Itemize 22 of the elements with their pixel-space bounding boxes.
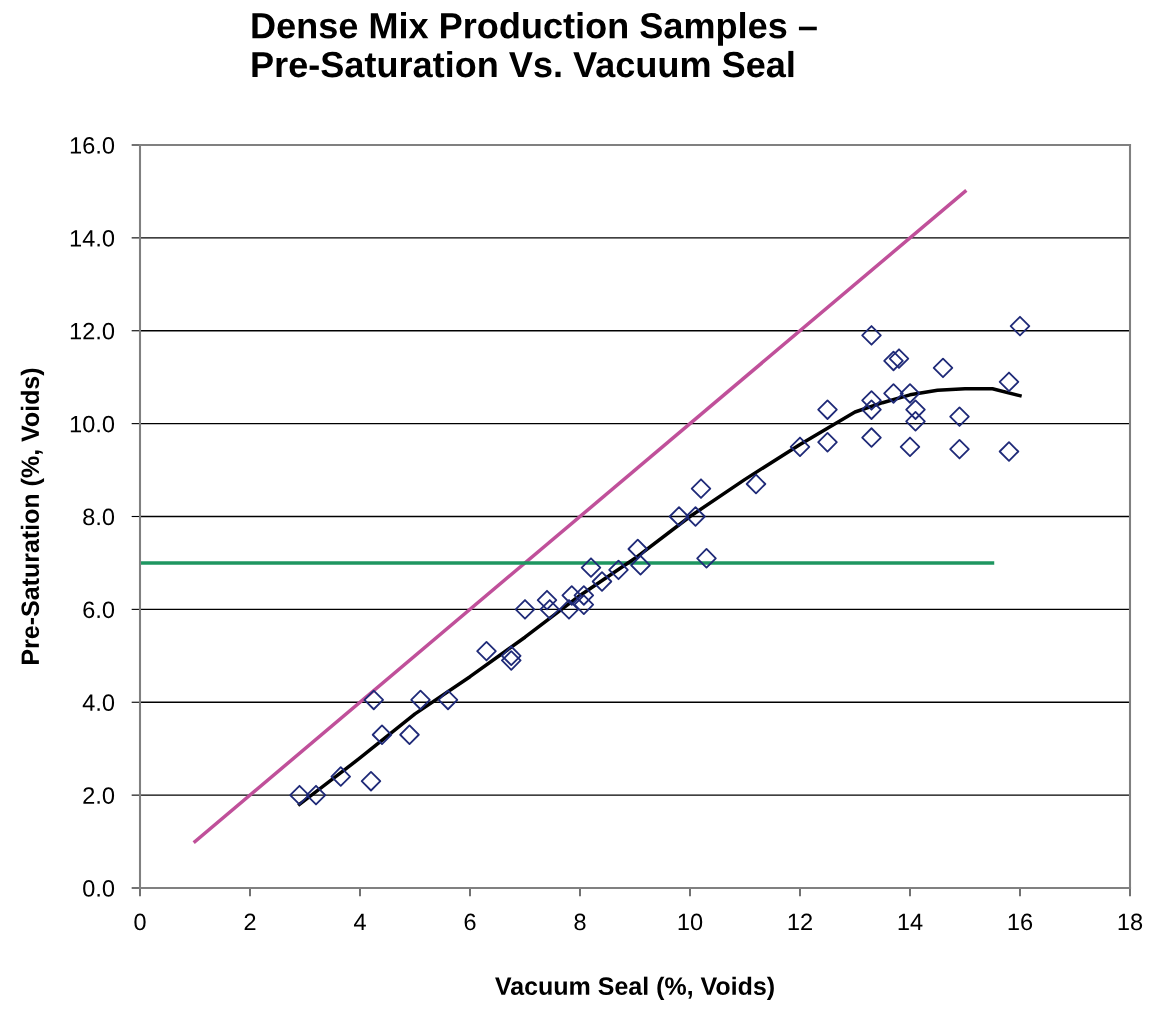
y-tick-label: 16.0 <box>70 137 115 154</box>
y-tick-label: 8.0 <box>83 508 115 526</box>
y-tick-label: 4.0 <box>82 694 115 712</box>
y-tick-label: 6.0 <box>83 601 115 619</box>
x-tick-label: 4 <box>353 913 366 931</box>
x-tick-label: 2 <box>244 913 256 931</box>
y-tick-label: 0.0 <box>83 880 115 897</box>
y-axis-title: Pre-Saturation (%, Voids) <box>20 368 45 664</box>
y-tick-label: 2.0 <box>83 787 115 804</box>
x-tick-label: 10 <box>678 913 703 931</box>
chart-title: Dense Mix Production Samples – Pre-Saturation Vs. Vacuum Seal <box>252 12 817 78</box>
x-tick-label: 12 <box>788 913 812 931</box>
x-tick-label: 18 <box>1118 913 1143 931</box>
x-tick-label: 6 <box>464 913 476 931</box>
y-tick-label: 10.0 <box>70 415 115 433</box>
x-axis-title: Vacuum Seal (%, Voids) <box>495 976 774 1000</box>
y-tick-label: 12.0 <box>70 322 115 340</box>
x-tick-label: 14 <box>898 913 923 931</box>
x-tick-label: 0 <box>134 913 146 931</box>
y-tick-label: 14.0 <box>70 229 115 247</box>
x-tick-label: 16 <box>1008 913 1033 931</box>
x-tick-label: 8 <box>574 913 586 931</box>
